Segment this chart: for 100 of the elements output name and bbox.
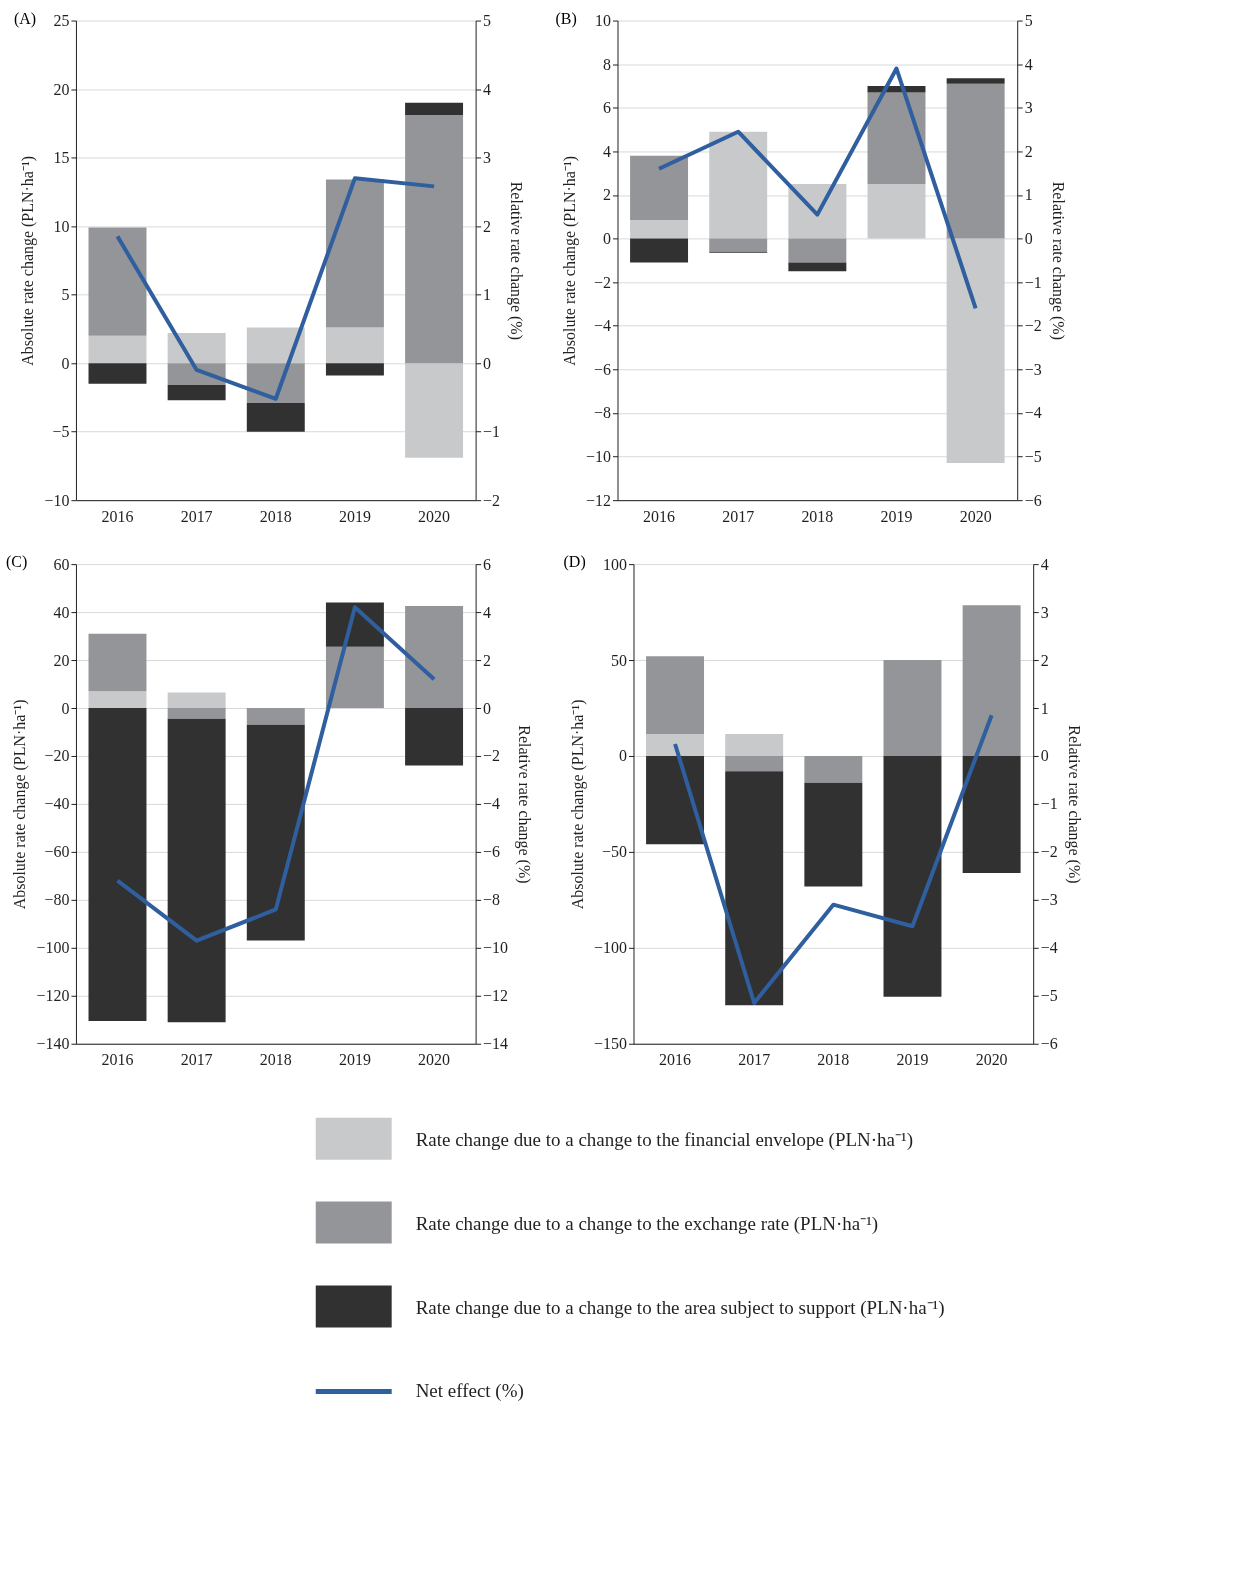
y2-tick-label: −2: [1024, 317, 1042, 335]
y2-tick-label: −3: [1040, 891, 1058, 909]
y2-tick-label: 5: [483, 12, 492, 30]
y2-axis-title: Relative rate change (%): [1064, 725, 1083, 884]
y2-axis-title: Relative rate change (%): [1048, 181, 1067, 340]
line-series: [657, 66, 978, 311]
bar: [646, 755, 705, 845]
y2-tick-label: −6: [1040, 1035, 1058, 1053]
line-series: [115, 605, 437, 943]
y-tick-label: −4: [594, 317, 612, 335]
y-tick-label: 20: [53, 80, 70, 98]
y2-tick-label: −5: [1040, 987, 1058, 1005]
bar: [630, 155, 689, 221]
bar: [88, 335, 147, 364]
y-tick-label: 8: [603, 55, 612, 73]
bar: [867, 184, 926, 239]
y2-tick-label: 5: [1024, 12, 1033, 30]
y2-axis-title: Relative rate change (%): [515, 725, 534, 884]
y-tick-label: −40: [44, 795, 70, 813]
x-tick-label: 2017: [722, 507, 755, 525]
bar: [88, 363, 147, 384]
y-tick-label: 10: [595, 12, 612, 30]
y-tick-label: −2: [594, 273, 612, 291]
y2-tick-label: −1: [1040, 795, 1058, 813]
chart-title: (A): [13, 9, 37, 28]
y2-tick-label: −5: [1024, 448, 1042, 466]
y-tick-label: −140: [36, 1035, 70, 1053]
bar: [405, 363, 464, 458]
x-tick-label: 2017: [180, 507, 213, 525]
bar: [405, 115, 464, 364]
bar: [646, 656, 705, 734]
x-tick-label: 2017: [180, 1051, 213, 1069]
y2-tick-label: −2: [483, 747, 501, 765]
bar: [646, 733, 705, 756]
bar: [804, 755, 863, 783]
bar: [709, 238, 768, 252]
y2-tick-label: −6: [483, 843, 501, 861]
chart-title: (C): [5, 553, 28, 572]
y2-tick-label: 3: [1040, 603, 1049, 621]
bar: [88, 633, 147, 692]
y-tick-label: −10: [586, 448, 612, 466]
line-series: [115, 176, 437, 401]
line-series: [673, 713, 994, 1005]
x-tick-label: 2018: [817, 1051, 850, 1069]
bar: [946, 238, 1005, 464]
y2-tick-label: 0: [1040, 747, 1049, 765]
bar: [725, 755, 784, 772]
y2-tick-label: 2: [1024, 142, 1033, 160]
x-tick-label: 2017: [738, 1051, 771, 1069]
y-tick-label: −80: [44, 891, 70, 909]
bar: [167, 385, 226, 401]
y2-tick-label: −14: [483, 1035, 509, 1053]
y2-tick-label: 0: [1024, 230, 1033, 248]
x-tick-label: 2016: [659, 1051, 692, 1069]
bar: [405, 606, 464, 709]
y-tick-label: 20: [53, 651, 70, 669]
y2-tick-label: −12: [483, 987, 509, 1005]
bar: [325, 179, 384, 328]
y2-tick-label: −4: [1040, 939, 1058, 957]
x-tick-label: 2020: [418, 507, 451, 525]
bar: [788, 184, 847, 239]
y-tick-label: 25: [53, 12, 70, 30]
y-tick-label: −8: [594, 404, 612, 422]
bar: [325, 327, 384, 364]
y-tick-label: 50: [611, 651, 628, 669]
bar: [630, 238, 689, 263]
bar: [325, 646, 384, 709]
chart-title: (B): [555, 9, 577, 28]
bar: [167, 718, 226, 1023]
y-tick-label: 0: [619, 747, 628, 765]
y2-tick-label: −6: [1024, 491, 1042, 509]
y-tick-label: −100: [594, 939, 628, 957]
y2-tick-label: 1: [483, 286, 492, 304]
bar: [325, 363, 384, 376]
bar: [167, 708, 226, 719]
y2-tick-label: 0: [483, 354, 492, 372]
bar: [804, 782, 863, 887]
y2-tick-label: −4: [1024, 404, 1042, 422]
y2-tick-label: −1: [1024, 273, 1042, 291]
y-tick-label: −5: [52, 423, 70, 441]
y-axis-title: Absolute rate change (PLN·ha⁻¹): [561, 155, 580, 366]
bar: [167, 332, 226, 364]
y-tick-label: 40: [53, 603, 70, 621]
x-tick-label: 2018: [801, 507, 834, 525]
bar: [88, 691, 147, 709]
y-tick-label: 15: [53, 149, 70, 167]
bar: [88, 708, 147, 1021]
y2-tick-label: −1: [483, 423, 501, 441]
bar: [246, 402, 305, 432]
y2-tick-label: −2: [483, 491, 501, 509]
y-tick-label: 2: [603, 186, 612, 204]
y2-tick-label: 3: [483, 149, 492, 167]
x-tick-label: 2019: [338, 507, 371, 525]
y-tick-label: −12: [586, 491, 612, 509]
x-tick-label: 2020: [975, 1051, 1008, 1069]
bar: [246, 724, 305, 941]
chart-title: (D): [563, 553, 586, 572]
bar: [405, 708, 464, 766]
x-tick-label: 2016: [643, 507, 676, 525]
x-tick-label: 2018: [259, 1051, 292, 1069]
